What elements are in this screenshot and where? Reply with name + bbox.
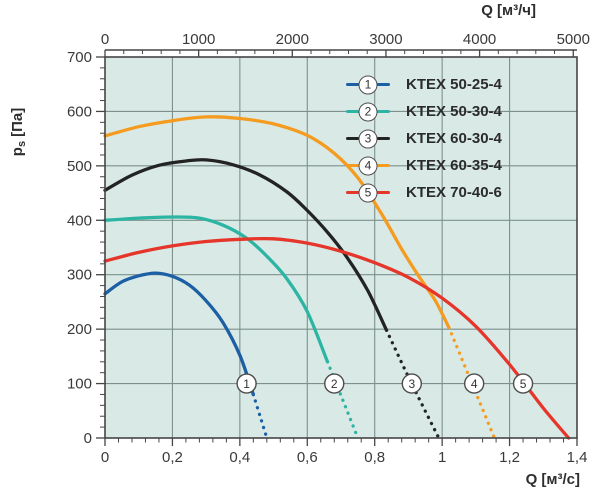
x-axis-tick-label: 0,4: [229, 449, 250, 466]
curve-number-circle-4: [463, 373, 485, 394]
legend-label-1: KTEX 50-25-4: [406, 76, 502, 93]
curve-2-dotted: [325, 360, 360, 440]
curve-number-circle-3: [401, 373, 422, 394]
top-axis-tick-label: 3000: [369, 31, 402, 48]
legend-label-5: KTEX 70-40-6: [406, 184, 502, 201]
x-axis-tick-label: 0,8: [364, 449, 385, 466]
legend-number-2: 2: [358, 102, 378, 121]
y-axis-title: ps [Па]: [9, 77, 29, 187]
legend-item-3: 3 KTEX 60-30-4: [346, 125, 502, 152]
top-axis-tick-label: 5000: [557, 31, 590, 48]
x-axis-tick-label: 0,6: [297, 449, 318, 466]
y-axis-tick-label: 500: [67, 158, 92, 175]
curve-number-circle-2: [324, 373, 345, 394]
x-axis-tick-label: 1,4: [567, 449, 588, 466]
legend-marker-3: 3: [346, 129, 390, 149]
legend-item-4: 4 KTEX 60-35-4: [346, 152, 502, 179]
legend-item-2: 2 KTEX 50-30-4: [346, 98, 502, 125]
y-axis-tick-label: 300: [67, 267, 92, 284]
curve-number-label-4: 4: [471, 377, 478, 391]
curve-number-label-5: 5: [520, 377, 527, 391]
curve-1-dotted: [251, 392, 269, 440]
top-axis-tick-label: 2000: [276, 31, 309, 48]
legend-number-4: 4: [358, 156, 378, 175]
legend-number-1: 1: [358, 75, 378, 94]
legend-item-5: 5 KTEX 70-40-6: [346, 179, 502, 206]
legend-number-5: 5: [358, 183, 378, 202]
y-axis-tick-label: 400: [67, 212, 92, 229]
y-axis-tick-label: 100: [67, 376, 92, 393]
top-axis-tick-label: 4000: [463, 31, 496, 48]
bottom-axis-title: Q [м³/с]: [525, 471, 580, 488]
curve-2-solid: [103, 215, 330, 364]
y-axis-tick-label: 0: [84, 430, 92, 447]
curve-number-label-2: 2: [331, 377, 338, 391]
legend-marker-1: 1: [346, 75, 390, 95]
legend-marker-2: 2: [346, 102, 390, 122]
legend: 1 KTEX 50-25-4 2 KTEX 50-30-4 3 KTEX 60-…: [346, 71, 502, 206]
curve-number-circle-1: [236, 373, 257, 394]
x-axis-tick-label: 1: [438, 449, 446, 466]
curve-5-solid: [103, 236, 571, 440]
curve-4-solid: [103, 115, 451, 330]
curve-1-solid: [103, 271, 255, 397]
y-axis-tick-label: 200: [67, 321, 92, 338]
legend-label-4: KTEX 60-35-4: [406, 157, 502, 174]
plot-border: [104, 56, 578, 439]
top-axis-title: Q [м³/ч]: [481, 2, 536, 19]
legend-item-1: 1 KTEX 50-25-4: [346, 71, 502, 98]
legend-label-3: KTEX 60-30-4: [406, 130, 502, 147]
legend-marker-5: 5: [346, 183, 390, 203]
top-axis-tick-label: 1000: [182, 31, 215, 48]
y-axis-tick-label: 600: [67, 103, 92, 120]
y-axis-unit: [Па]: [9, 107, 26, 137]
y-axis-subscript: s: [16, 140, 28, 148]
legend-label-2: KTEX 50-30-4: [406, 103, 502, 120]
y-axis-tick-label: 700: [67, 49, 92, 66]
curve-3-solid: [103, 158, 389, 332]
legend-number-3: 3: [358, 129, 378, 148]
curve-number-label-3: 3: [408, 377, 415, 391]
curve-number-circle-5: [512, 373, 534, 394]
x-axis-tick-label: 0: [101, 449, 109, 466]
x-axis-tick-label: 1,2: [499, 449, 520, 466]
legend-marker-4: 4: [346, 156, 390, 176]
curve-number-label-1: 1: [243, 377, 250, 391]
y-axis-symbol: p: [9, 147, 26, 157]
x-axis-tick-label: 0,2: [162, 449, 183, 466]
top-axis-tick-label: 0: [101, 31, 109, 48]
